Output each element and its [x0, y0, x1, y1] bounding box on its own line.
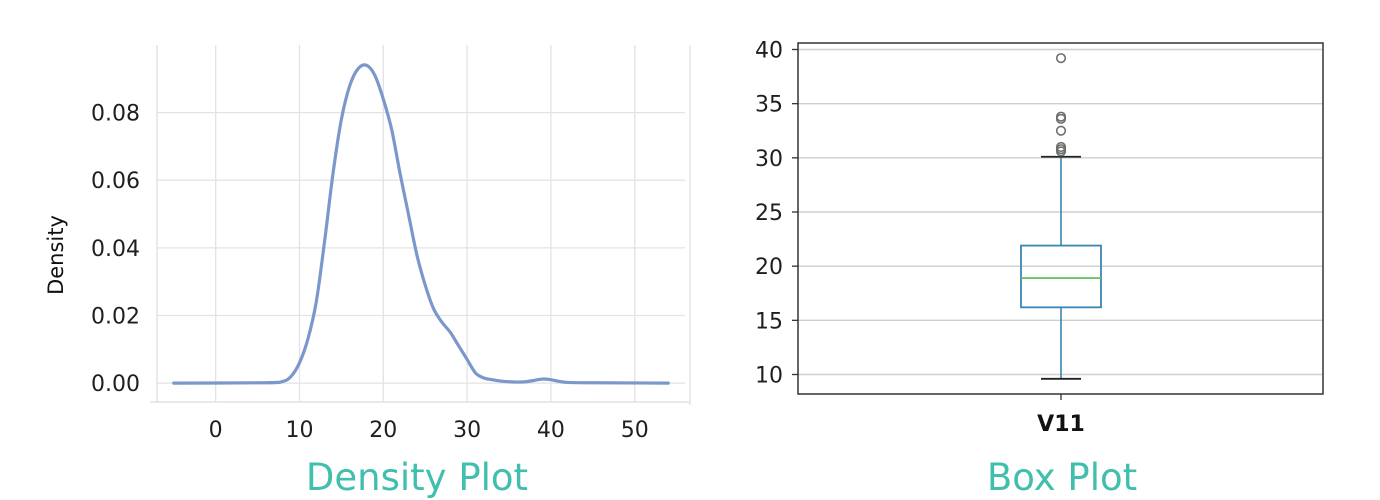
density-x-tick-5: 50: [621, 418, 649, 443]
density-y-tick-4: 0.08: [91, 102, 140, 127]
density-y-axis-title: Density: [44, 215, 68, 295]
box-y-tick-4: 30: [755, 147, 783, 172]
box-y-tick-6: 40: [755, 39, 783, 64]
box-y-tick-3: 25: [755, 201, 783, 226]
density-plot-title: Density Plot: [306, 456, 528, 499]
density-x-tick-1: 10: [285, 418, 313, 443]
density-y-tick-0: 0.00: [91, 372, 140, 397]
box-y-tick-5: 35: [755, 93, 783, 118]
box-outlier-3: [1055, 125, 1067, 136]
density-x-tick-0: 0: [209, 418, 223, 443]
density-curve: [172, 63, 670, 385]
density-y-tick-2: 0.04: [91, 237, 140, 262]
box-outlier-5: [1055, 111, 1067, 122]
box-outlier-6: [1055, 53, 1067, 64]
density-x-tick-4: 40: [537, 418, 565, 443]
box-iqr-rect: [1020, 244, 1102, 309]
density-y-tick-1: 0.02: [91, 304, 140, 329]
box-plot-title: Box Plot: [987, 456, 1137, 499]
box-y-tick-0: 10: [755, 364, 783, 389]
density-x-tick-2: 20: [369, 418, 397, 443]
box-y-tick-1: 15: [755, 309, 783, 334]
box-outlier-2: [1055, 141, 1067, 153]
box-y-tick-2: 20: [755, 255, 783, 280]
box-category-label: V11: [1037, 412, 1085, 437]
density-x-tick-3: 30: [453, 418, 481, 443]
density-y-tick-3: 0.06: [91, 169, 140, 194]
